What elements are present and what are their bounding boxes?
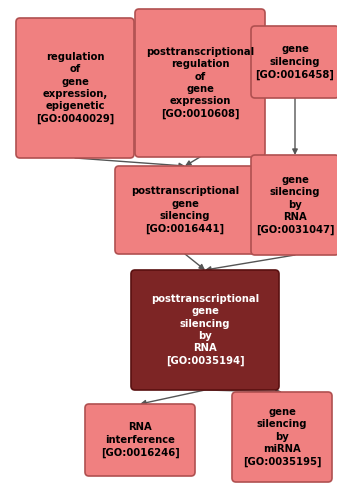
- Text: gene
silencing
by
miRNA
[GO:0035195]: gene silencing by miRNA [GO:0035195]: [243, 407, 321, 467]
- Text: posttranscriptional
gene
silencing
by
RNA
[GO:0035194]: posttranscriptional gene silencing by RN…: [151, 294, 259, 366]
- Text: gene
silencing
by
RNA
[GO:0031047]: gene silencing by RNA [GO:0031047]: [256, 175, 334, 235]
- Text: RNA
interference
[GO:0016246]: RNA interference [GO:0016246]: [101, 422, 179, 457]
- FancyBboxPatch shape: [251, 155, 337, 255]
- FancyBboxPatch shape: [131, 270, 279, 390]
- Text: posttranscriptional
gene
silencing
[GO:0016441]: posttranscriptional gene silencing [GO:0…: [131, 186, 239, 234]
- FancyBboxPatch shape: [16, 18, 134, 158]
- FancyBboxPatch shape: [135, 9, 265, 157]
- Text: gene
silencing
[GO:0016458]: gene silencing [GO:0016458]: [255, 45, 334, 80]
- Text: posttranscriptional
regulation
of
gene
expression
[GO:0010608]: posttranscriptional regulation of gene e…: [146, 47, 254, 119]
- FancyBboxPatch shape: [232, 392, 332, 482]
- FancyBboxPatch shape: [85, 404, 195, 476]
- FancyBboxPatch shape: [115, 166, 255, 254]
- Text: regulation
of
gene
expression,
epigenetic
[GO:0040029]: regulation of gene expression, epigeneti…: [36, 52, 114, 124]
- FancyBboxPatch shape: [251, 26, 337, 98]
